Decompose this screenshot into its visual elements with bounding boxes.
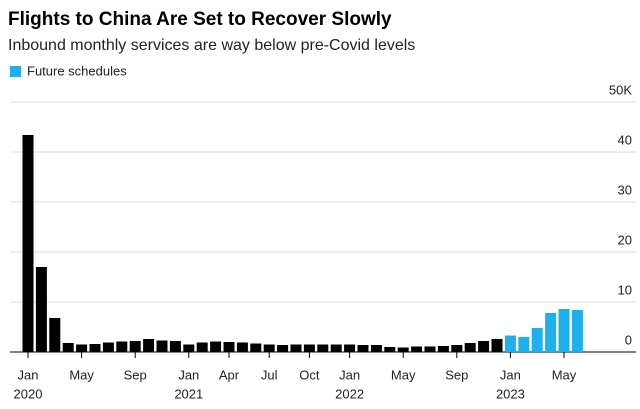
bar (317, 344, 329, 352)
bar (437, 346, 449, 352)
bar (183, 344, 195, 352)
bar (290, 344, 302, 352)
bar (250, 343, 262, 352)
bar (129, 341, 141, 352)
y-tick-label: 50K (609, 82, 632, 97)
y-tick-label: 0 (625, 332, 632, 347)
bar (478, 341, 490, 352)
bar (424, 346, 436, 352)
x-tick-label: May (552, 367, 577, 382)
bar (277, 345, 289, 352)
y-tick-label: 40 (618, 132, 632, 147)
x-year-label: 2023 (496, 386, 525, 401)
bar (303, 344, 315, 352)
bar (22, 135, 34, 352)
y-tick-label: 20 (618, 232, 632, 247)
x-tick-label: May (391, 367, 416, 382)
bar (464, 343, 476, 352)
x-tick-label: Apr (219, 367, 240, 382)
x-tick-label: Jan (500, 367, 521, 382)
y-tick-label: 30 (618, 182, 632, 197)
x-tick-label: Sep (124, 367, 147, 382)
bar (558, 309, 570, 352)
bar (397, 347, 409, 352)
x-year-label: 2020 (14, 386, 43, 401)
x-tick-label: Jan (178, 367, 199, 382)
bar (370, 345, 382, 352)
bar (491, 339, 503, 352)
bar (451, 345, 463, 352)
bar (384, 347, 396, 352)
bar (571, 310, 583, 352)
bar (411, 346, 423, 352)
legend-label: Future schedules (27, 63, 127, 78)
bar (102, 342, 114, 352)
bar (76, 344, 88, 352)
bar (62, 343, 74, 352)
x-year-label: 2021 (174, 386, 203, 401)
bar (531, 328, 543, 352)
bar (116, 341, 128, 352)
bar (518, 337, 530, 352)
bar (263, 344, 275, 352)
bar (210, 341, 222, 352)
bar (156, 340, 168, 352)
bar (223, 342, 235, 352)
chart-subtitle: Inbound monthly services are way below p… (8, 37, 415, 54)
bar (169, 341, 181, 352)
chart-title: Flights to China Are Set to Recover Slow… (8, 9, 392, 30)
x-tick-label: Jul (261, 367, 278, 382)
x-tick-label: Oct (299, 367, 320, 382)
x-year-label: 2022 (335, 386, 364, 401)
x-tick-label: May (69, 367, 94, 382)
bar (357, 345, 369, 352)
bar (545, 313, 557, 352)
x-tick-label: Jan (339, 367, 360, 382)
bar (143, 339, 155, 352)
bar (89, 344, 101, 352)
x-tick-label: Jan (18, 367, 39, 382)
bar (344, 344, 356, 352)
bar (35, 267, 47, 352)
legend-swatch (10, 66, 21, 77)
y-tick-label: 10 (618, 282, 632, 297)
bar (196, 342, 208, 352)
bar (504, 335, 516, 352)
bar (236, 342, 248, 352)
x-tick-label: Sep (445, 367, 468, 382)
bar (49, 318, 61, 352)
bar (330, 344, 342, 352)
